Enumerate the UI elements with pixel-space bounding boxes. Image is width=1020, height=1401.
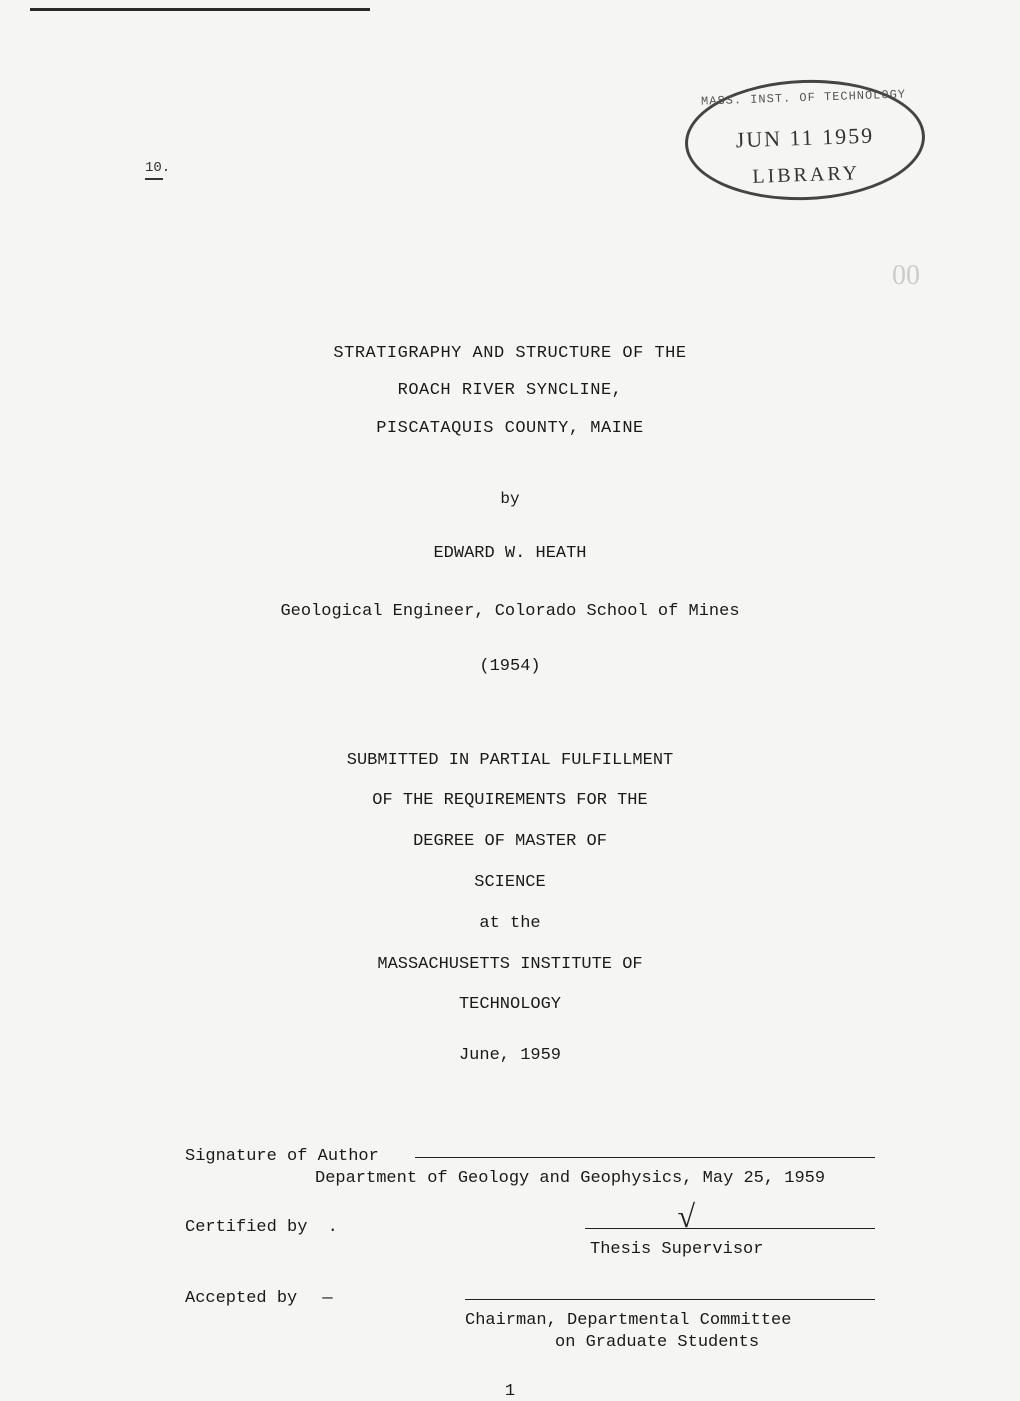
title-block: STRATIGRAPHY AND STRUCTURE OF THE ROACH … bbox=[80, 335, 940, 686]
library-stamp: MASS. INST. OF TECHNOLOGY JUN 11 1959 LI… bbox=[685, 80, 935, 220]
margin-mark-text: 10. bbox=[145, 160, 170, 176]
title-line-1: STRATIGRAPHY AND STRUCTURE OF THE bbox=[80, 335, 940, 372]
author-name: EDWARD W. HEATH bbox=[80, 535, 940, 572]
by-line: by bbox=[80, 482, 940, 517]
margin-annotation: 10. bbox=[145, 160, 170, 180]
signature-supervisor-label: Thesis Supervisor bbox=[590, 1240, 940, 1259]
fulfillment-line-3: DEGREE OF MASTER OF bbox=[80, 822, 940, 863]
fulfillment-line-4: SCIENCE bbox=[80, 863, 940, 904]
at-line: at the bbox=[80, 904, 940, 945]
stamp-library: LIBRARY bbox=[752, 162, 860, 189]
stamp-institution: MASS. INST. OF TECHNOLOGY bbox=[701, 87, 906, 108]
signature-line bbox=[415, 1157, 875, 1158]
faint-page-mark: 00 bbox=[892, 260, 920, 292]
fulfillment-block: SUBMITTED IN PARTIAL FULFILLMENT OF THE … bbox=[80, 741, 940, 1077]
institution-line-1: MASSACHUSETTS INSTITUTE OF bbox=[80, 945, 940, 986]
signature-line bbox=[465, 1299, 875, 1300]
signature-author-dept: Department of Geology and Geophysics, Ma… bbox=[315, 1169, 940, 1188]
thesis-title-page: 10. MASS. INST. OF TECHNOLOGY JUN 11 195… bbox=[0, 0, 1020, 1320]
stamp-oval: MASS. INST. OF TECHNOLOGY JUN 11 1959 LI… bbox=[683, 76, 927, 204]
signature-author-label: Signature of Author bbox=[185, 1147, 379, 1166]
stamp-date: JUN 11 1959 bbox=[735, 122, 874, 153]
institution-line-2: TECHNOLOGY bbox=[80, 985, 940, 1026]
top-rule bbox=[30, 8, 370, 11]
title-line-2: ROACH RIVER SYNCLINE, bbox=[80, 372, 940, 409]
fulfillment-line-2: OF THE REQUIREMENTS FOR THE bbox=[80, 781, 940, 822]
signature-chairman-label-2: on Graduate Students bbox=[555, 1333, 940, 1352]
signature-author-row: Signature of Author Department of Geolog… bbox=[185, 1147, 940, 1188]
signature-certified-label: Certified by bbox=[185, 1218, 307, 1237]
submission-date: June, 1959 bbox=[80, 1036, 940, 1077]
credential-year: (1954) bbox=[80, 648, 940, 685]
signature-block: Signature of Author Department of Geolog… bbox=[185, 1147, 940, 1352]
signature-accepted-row: Accepted by — Chairman, Departmental Com… bbox=[185, 1289, 940, 1352]
author-credential: Geological Engineer, Colorado School of … bbox=[80, 593, 940, 630]
checkmark-annotation: √ bbox=[677, 1198, 695, 1235]
title-line-3: PISCATAQUIS COUNTY, MAINE bbox=[80, 410, 940, 447]
signature-line bbox=[585, 1228, 875, 1229]
signature-chairman-label-1: Chairman, Departmental Committee bbox=[465, 1311, 940, 1330]
fulfillment-line-1: SUBMITTED IN PARTIAL FULFILLMENT bbox=[80, 741, 940, 782]
signature-accepted-label: Accepted by bbox=[185, 1289, 297, 1308]
signature-certified-row: Certified by . Thesis Supervisor bbox=[185, 1218, 940, 1259]
page-number: 1 bbox=[80, 1382, 940, 1401]
